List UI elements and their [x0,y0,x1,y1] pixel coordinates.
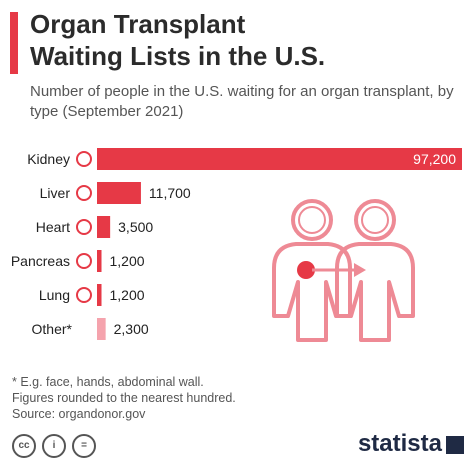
figure-body [335,242,415,342]
kidney-icon [76,151,92,167]
category-label: Pancreas [11,253,70,269]
figure-head-inner [361,206,389,234]
bar [97,250,102,272]
figure-body [272,242,352,342]
statista-logo[interactable]: statista [358,430,464,458]
transplant-illustration [272,199,415,342]
subtitle: Number of people in the U.S. waiting for… [30,83,454,120]
organ-dot [297,261,315,279]
footnote-rounding: Figures rounded to the nearest hundred. [12,391,236,405]
cc-icon[interactable]: cc [12,434,36,458]
category-label: Lung [39,287,70,303]
statista-logo-mark [446,435,464,454]
source-note: Source: organdonor.gov [12,407,146,421]
bar [97,318,106,340]
lungs-icon [76,287,92,303]
category-label: Liver [40,185,71,201]
title-line-1: Organ Transplant [30,9,246,39]
page-title: Organ Transplant Waiting Lists in the U.… [30,8,325,72]
bar [97,216,111,238]
category-label: Kidney [27,151,70,167]
pancreas-icon [76,253,92,269]
data-label: 11,700 [149,185,191,201]
footer: cc i = statista [12,430,464,460]
footnote-other: * E.g. face, hands, abdominal wall. [12,375,204,389]
bar [97,284,102,306]
figure-head [354,199,396,241]
data-label: 1,200 [110,253,145,269]
no-derivatives-icon[interactable]: = [72,434,96,458]
heart-icon [76,219,92,235]
data-label: 3,500 [118,219,153,235]
category-label: Heart [36,219,70,235]
attribution-icon[interactable]: i [42,434,66,458]
title-line-2: Waiting Lists in the U.S. [30,41,326,71]
figure-head-inner [298,206,326,234]
bar-chart: Kidney 97,200 Liver 11,700 Heart 3,500 Pancrea… [11,148,462,342]
data-label: 2,300 [114,321,149,337]
footnotes: * E.g. face, hands, abdominal wall. Figu… [12,374,236,422]
data-label: 1,200 [110,287,145,303]
data-label: 97,200 [413,151,456,167]
title-accent-bar [10,12,18,74]
liver-icon [76,185,92,201]
bar [97,148,462,170]
figure-head [291,199,333,241]
category-label: Other* [32,321,73,337]
transfer-arrow-head [354,263,366,277]
brand-name: statista [357,430,442,457]
bar [97,182,141,204]
